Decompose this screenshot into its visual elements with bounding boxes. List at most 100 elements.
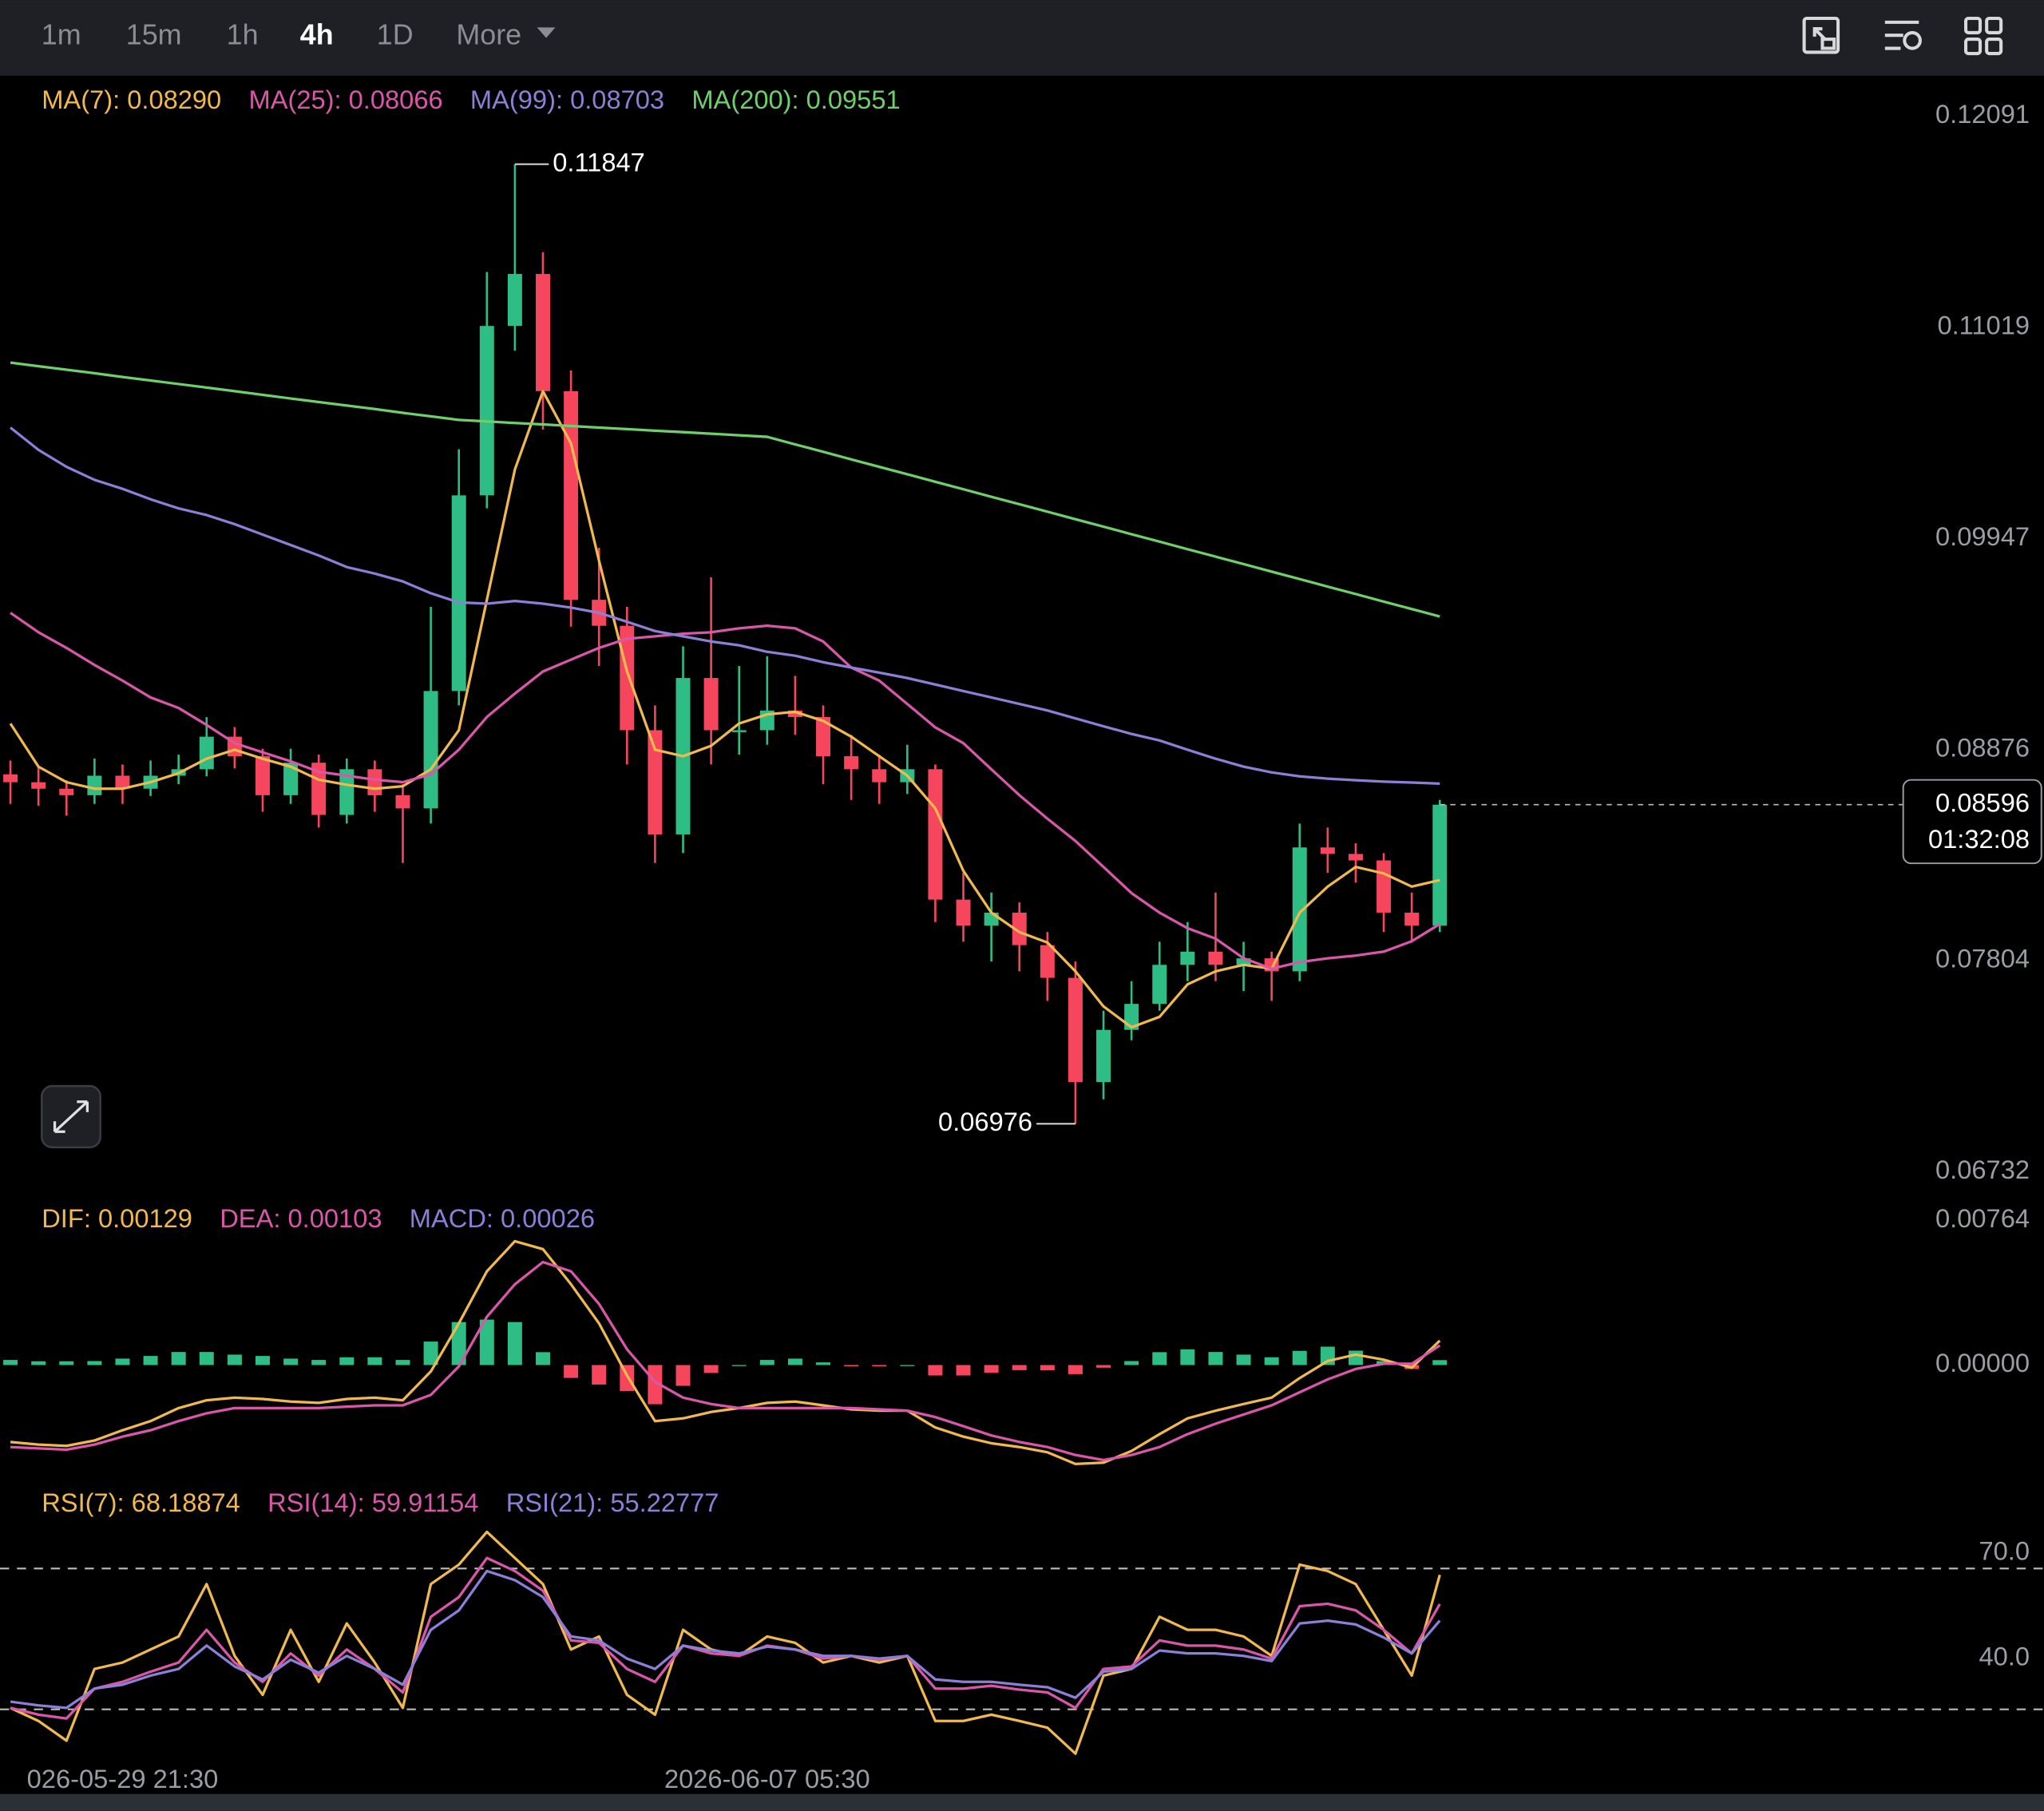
y-tick-label: 0.09947 bbox=[1935, 521, 2030, 551]
y-tick-label: 40.0 bbox=[1979, 1642, 2030, 1671]
interval-tab[interactable]: 1h bbox=[227, 18, 259, 50]
histogram-bar bbox=[1180, 1349, 1195, 1365]
more-menu[interactable]: More bbox=[456, 18, 521, 50]
histogram-bar bbox=[1292, 1350, 1307, 1365]
histogram-bar bbox=[1208, 1352, 1223, 1365]
histogram-bar bbox=[564, 1365, 579, 1378]
histogram-bar bbox=[759, 1360, 774, 1365]
histogram-bar bbox=[1096, 1365, 1111, 1368]
candle-body bbox=[1152, 965, 1167, 1005]
settings-icon[interactable] bbox=[1884, 20, 1922, 50]
expand-button[interactable] bbox=[41, 1084, 101, 1149]
candle-body bbox=[423, 691, 438, 809]
histogram-bar bbox=[703, 1365, 719, 1373]
candle-body bbox=[31, 782, 46, 789]
candle-body bbox=[199, 736, 214, 770]
layout-icon[interactable] bbox=[1964, 16, 2003, 56]
histogram-bar bbox=[844, 1365, 859, 1367]
candle-body bbox=[648, 730, 663, 834]
histogram-bar bbox=[1236, 1354, 1251, 1365]
indicator-line bbox=[10, 612, 1441, 970]
candle-body bbox=[1292, 847, 1307, 972]
candle-body bbox=[620, 625, 635, 731]
candle-body bbox=[956, 899, 971, 926]
histogram-bar bbox=[1348, 1350, 1363, 1365]
histogram-bar bbox=[648, 1365, 663, 1405]
legend-entry: MA(25): 0.08066 bbox=[249, 85, 443, 114]
candle-body bbox=[564, 390, 579, 600]
y-tick-label: 70.0 bbox=[1979, 1536, 2030, 1565]
indicator-line bbox=[10, 1239, 1441, 1466]
histogram-bar bbox=[227, 1354, 242, 1365]
interval-tab[interactable]: 1D bbox=[377, 18, 414, 50]
interval-tab[interactable]: 4h bbox=[300, 18, 334, 50]
y-tick-label: 0.07804 bbox=[1935, 944, 2030, 973]
interval-tab[interactable]: 1m bbox=[42, 18, 81, 50]
y-tick-label: 0.00000 bbox=[1935, 1348, 2030, 1377]
histogram-bar bbox=[592, 1365, 607, 1385]
candle-body bbox=[256, 756, 270, 795]
y-tick-label: 0.11019 bbox=[1937, 311, 2030, 340]
candle-body bbox=[507, 274, 522, 327]
y-tick-label: 0.06732 bbox=[1935, 1155, 2030, 1184]
candle-body bbox=[479, 326, 494, 496]
histogram-bar bbox=[675, 1365, 691, 1386]
candle-body bbox=[703, 678, 719, 731]
candle-body bbox=[1040, 945, 1055, 978]
histogram-bar bbox=[872, 1365, 887, 1367]
histogram-bar bbox=[451, 1322, 466, 1365]
histogram-bar bbox=[1152, 1352, 1167, 1365]
histogram-bar bbox=[199, 1352, 214, 1365]
indicator-line bbox=[10, 426, 1440, 785]
candle-body bbox=[1404, 912, 1420, 926]
histogram-bar bbox=[1124, 1361, 1139, 1365]
more-caret[interactable] bbox=[537, 27, 556, 38]
histogram-bar bbox=[423, 1341, 438, 1365]
countdown-label: 01:32:08 bbox=[1928, 824, 2030, 854]
histogram-bar bbox=[984, 1365, 999, 1373]
interval-tab[interactable]: 15m bbox=[126, 18, 182, 50]
y-tick-label: 0.08876 bbox=[1935, 732, 2030, 762]
candle-body bbox=[1012, 912, 1027, 945]
histogram-bar bbox=[1068, 1365, 1083, 1374]
candle-body bbox=[59, 788, 74, 795]
histogram-bar bbox=[171, 1352, 186, 1365]
candle-body bbox=[1208, 951, 1223, 965]
last-price-tag bbox=[1902, 779, 2042, 865]
candle-body bbox=[283, 763, 299, 795]
histogram-bar bbox=[479, 1319, 494, 1365]
candle-body bbox=[1236, 958, 1251, 965]
high-label: 0.11847 bbox=[553, 147, 645, 176]
histogram-bar bbox=[115, 1358, 130, 1365]
candle-body bbox=[339, 769, 355, 815]
legend-entry: DEA: 0.00103 bbox=[220, 1203, 382, 1233]
candle-body bbox=[395, 795, 410, 809]
legend-entry: MA(200): 0.09551 bbox=[691, 85, 900, 114]
toolbar bbox=[0, 0, 2044, 76]
candle-body bbox=[311, 763, 327, 815]
candle-body bbox=[1377, 860, 1392, 913]
candle-body bbox=[3, 774, 18, 783]
fullscreen-icon[interactable] bbox=[1802, 16, 1840, 54]
candle-body bbox=[1068, 977, 1083, 1083]
low-label: 0.06976 bbox=[938, 1107, 1032, 1136]
histogram-bar bbox=[311, 1360, 327, 1365]
histogram-bar bbox=[31, 1361, 46, 1365]
histogram-bar bbox=[3, 1360, 18, 1365]
indicator-line bbox=[10, 361, 1440, 618]
histogram-bar bbox=[367, 1357, 382, 1365]
histogram-bar bbox=[256, 1356, 270, 1365]
legend-entry: DIF: 0.00129 bbox=[42, 1203, 192, 1233]
legend-entry: RSI(14): 59.91154 bbox=[267, 1488, 478, 1517]
histogram-bar bbox=[536, 1352, 550, 1365]
last-price-label: 0.08596 bbox=[1935, 787, 2030, 817]
histogram-bar bbox=[1264, 1357, 1279, 1365]
candle-body bbox=[731, 730, 747, 732]
histogram-bar bbox=[956, 1365, 971, 1376]
candle-body bbox=[1432, 804, 1448, 926]
histogram-bar bbox=[1012, 1365, 1027, 1370]
candle-body bbox=[1096, 1029, 1111, 1083]
histogram-bar bbox=[87, 1361, 102, 1365]
